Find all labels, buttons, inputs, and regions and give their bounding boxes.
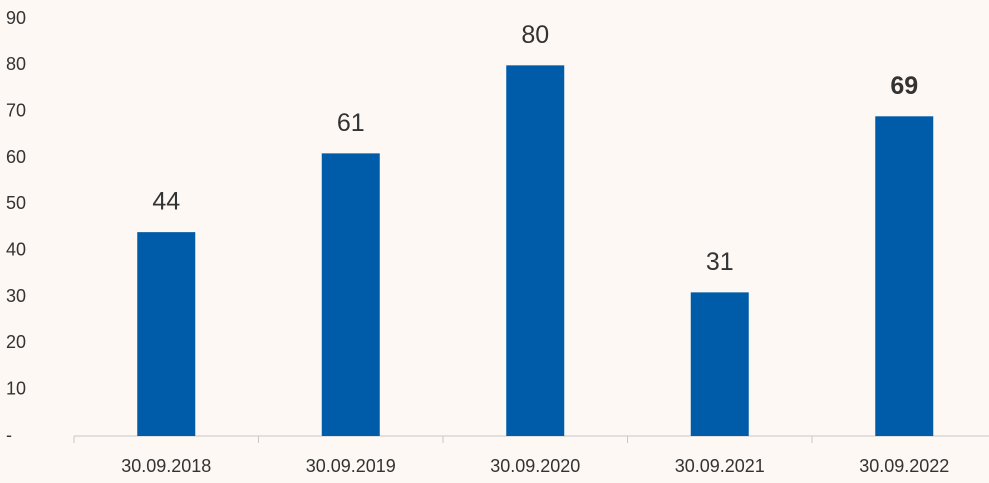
value-label: 80: [521, 21, 549, 49]
y-tick-label: 10: [6, 378, 26, 398]
bar: [690, 292, 749, 436]
y-tick-label: 90: [6, 8, 26, 28]
value-label: 61: [337, 109, 365, 137]
y-tick-label: 80: [6, 54, 26, 74]
x-tick-label: 30.09.2018: [121, 456, 211, 476]
x-tick-label: 30.09.2019: [306, 456, 396, 476]
x-tick-label: 30.09.2021: [675, 456, 765, 476]
value-label: 44: [152, 188, 180, 216]
y-tick-label: 70: [6, 100, 26, 120]
x-tick-label: 30.09.2020: [490, 456, 580, 476]
y-tick-label: 30: [6, 286, 26, 306]
x-tick-label: 30.09.2022: [859, 456, 949, 476]
bar: [321, 153, 380, 436]
bar: [506, 65, 565, 436]
y-tick-label: 50: [6, 193, 26, 213]
y-tick-label: 60: [6, 147, 26, 167]
y-tick-label: 40: [6, 239, 26, 259]
y-tick-label: -: [6, 425, 12, 445]
y-tick-label: 20: [6, 332, 26, 352]
bar: [875, 116, 934, 437]
value-label: 69: [890, 72, 918, 100]
bar: [137, 232, 196, 436]
value-label: 31: [706, 248, 734, 276]
